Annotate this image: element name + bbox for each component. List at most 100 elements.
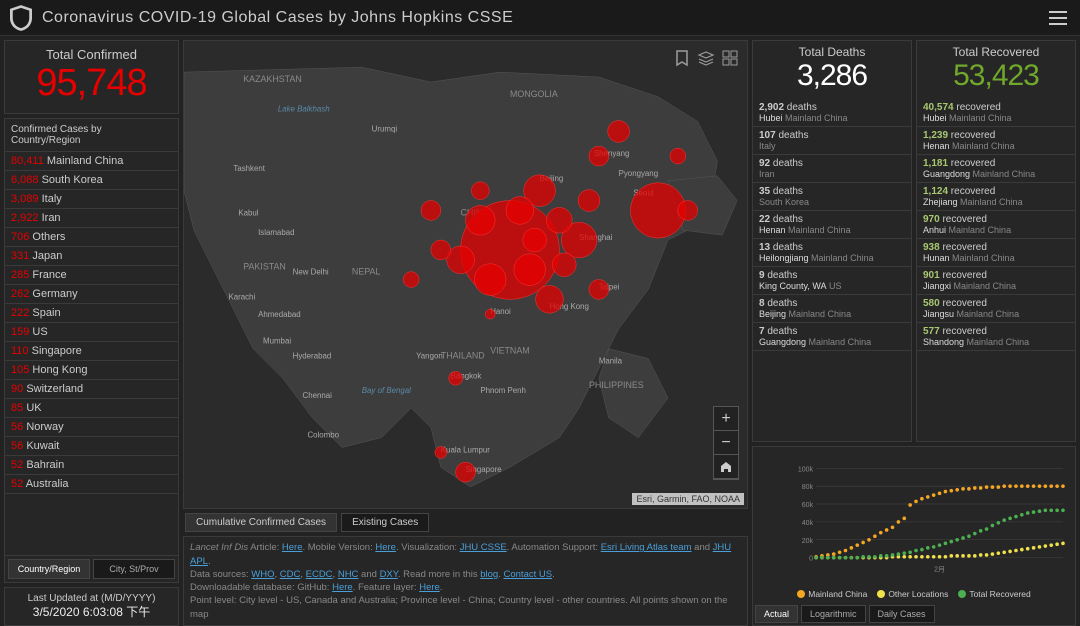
deaths-row[interactable]: 8 deathsBeijing Mainland China [753,295,911,323]
chart-tabs: Actual Logarithmic Daily Cases [753,603,1075,625]
svg-text:PHILIPPINES: PHILIPPINES [589,380,644,390]
svg-text:Ahmedabad: Ahmedabad [258,310,301,319]
svg-text:Yangon: Yangon [416,352,443,361]
recovered-row[interactable]: 970 recoveredAnhui Mainland China [917,211,1075,239]
link-jhu-csse[interactable]: JHU CSSE [460,542,507,553]
basemap-icon[interactable] [721,49,739,67]
last-updated-panel: Last Updated at (M/D/YYYY) 3/5/2020 6:03… [4,587,179,626]
svg-text:0: 0 [809,556,813,563]
total-confirmed-value: 95,748 [9,62,174,105]
chart-legend: Mainland China Other Locations Total Rec… [753,587,1075,603]
country-row[interactable]: 52 Bahrain [5,456,178,475]
country-row[interactable]: 285 France [5,266,178,285]
deaths-row[interactable]: 13 deathsHeilongjiang Mainland China [753,239,911,267]
country-row[interactable]: 159 US [5,323,178,342]
link-feature-layer[interactable]: Here [419,582,440,593]
recovered-row[interactable]: 1,239 recoveredHenan Mainland China [917,127,1075,155]
recovered-row[interactable]: 938 recoveredHunan Mainland China [917,239,1075,267]
svg-text:VIETNAM: VIETNAM [490,346,529,356]
tab-cumulative-cases[interactable]: Cumulative Confirmed Cases [185,513,337,532]
recovered-row[interactable]: 577 recoveredShandong Mainland China [917,323,1075,351]
map-attribution: Esri, Garmin, FAO, NOAA [632,493,744,505]
country-row[interactable]: 85 UK [5,399,178,418]
svg-text:Colombo: Colombo [307,431,339,440]
recovered-row[interactable]: 580 recoveredJiangsu Mainland China [917,295,1075,323]
link-mobile[interactable]: Here [375,542,396,553]
svg-text:Lake Balkhash: Lake Balkhash [278,105,330,114]
country-row[interactable]: 105 Hong Kong [5,361,178,380]
country-row[interactable]: 331 Japan [5,247,178,266]
right-sidebar: Total Deaths 3,286 2,902 deathsHubei Mai… [752,40,1076,626]
jhu-logo-icon [10,5,32,31]
menu-icon[interactable] [1046,6,1070,30]
map-panel[interactable]: KAZAKHSTANMONGOLIACHINAPAKISTANNEPALTHAI… [183,40,748,509]
link-contact[interactable]: Contact US [504,569,553,580]
svg-text:40k: 40k [802,520,814,527]
recovered-value: 53,423 [919,59,1073,93]
deaths-row[interactable]: 2,902 deathsHubei Mainland China [753,99,911,127]
link-cdc[interactable]: CDC [280,569,301,580]
map-tabs: Cumulative Confirmed Cases Existing Case… [183,513,748,532]
recovered-row[interactable]: 1,181 recoveredGuangdong Mainland China [917,155,1075,183]
country-row[interactable]: 110 Singapore [5,342,178,361]
deaths-value: 3,286 [755,59,909,93]
tab-actual[interactable]: Actual [755,605,798,623]
svg-text:Hyderabad: Hyderabad [293,352,332,361]
deaths-row[interactable]: 35 deaths South Korea [753,183,911,211]
country-row[interactable]: 3,089 Italy [5,190,178,209]
svg-text:New Delhi: New Delhi [293,268,329,277]
svg-text:Kabul: Kabul [238,208,258,217]
total-confirmed-panel: Total Confirmed 95,748 [4,40,179,114]
tab-country-region[interactable]: Country/Region [8,559,90,579]
country-row[interactable]: 2,922 Iran [5,209,178,228]
info-panel: Lancet Inf Dis Article: Here. Mobile Ver… [183,536,748,626]
zoom-out-button[interactable]: − [714,431,738,455]
tab-logarithmic[interactable]: Logarithmic [801,605,866,623]
country-row[interactable]: 90 Switzerland [5,380,178,399]
country-row[interactable]: 52 Australia [5,475,178,494]
deaths-row[interactable]: 7 deathsGuangdong Mainland China [753,323,911,351]
link-who[interactable]: WHO [251,569,274,580]
deaths-row[interactable]: 107 deaths Italy [753,127,911,155]
link-article[interactable]: Here [282,542,303,553]
svg-text:Manila: Manila [599,357,623,366]
link-nhc[interactable]: NHC [338,569,359,580]
link-dxy[interactable]: DXY [380,569,398,580]
zoom-in-button[interactable]: + [714,407,738,431]
svg-text:KAZAKHSTAN: KAZAKHSTAN [243,74,302,84]
layers-icon[interactable] [697,49,715,67]
link-github[interactable]: Here [332,582,353,593]
country-row[interactable]: 80,411 Mainland China [5,152,178,171]
country-row[interactable]: 706 Others [5,228,178,247]
recovered-label: Total Recovered [919,45,1073,59]
deaths-row[interactable]: 92 deaths Iran [753,155,911,183]
deaths-row[interactable]: 9 deathsKing County, WA US [753,267,911,295]
deaths-row[interactable]: 22 deathsHenan Mainland China [753,211,911,239]
center-column: KAZAKHSTANMONGOLIACHINAPAKISTANNEPALTHAI… [183,40,748,626]
link-esri[interactable]: Esri Living Atlas team [601,542,692,553]
app-header: Coronavirus COVID-19 Global Cases by Joh… [0,0,1080,36]
svg-text:Islamabad: Islamabad [258,228,294,237]
recovered-row[interactable]: 40,574 recoveredHubei Mainland China [917,99,1075,127]
link-blog[interactable]: blog [480,569,498,580]
svg-text:60k: 60k [802,502,814,509]
total-confirmed-label: Total Confirmed [9,47,174,62]
bookmark-icon[interactable] [673,49,691,67]
tab-city-prov[interactable]: City, St/Prov [93,559,175,579]
country-row[interactable]: 6,088 South Korea [5,171,178,190]
world-map[interactable]: KAZAKHSTANMONGOLIACHINAPAKISTANNEPALTHAI… [184,41,747,508]
country-row[interactable]: 262 Germany [5,285,178,304]
recovered-row[interactable]: 901 recoveredJiangxi Mainland China [917,267,1075,295]
country-row[interactable]: 56 Norway [5,418,178,437]
last-updated-label: Last Updated at (M/D/YYYY) [9,592,174,605]
tab-existing-cases[interactable]: Existing Cases [341,513,429,532]
recovered-row[interactable]: 1,124 recoveredZhejiang Mainland China [917,183,1075,211]
zoom-home-button[interactable] [714,455,738,479]
country-row[interactable]: 222 Spain [5,304,178,323]
country-row[interactable]: 56 Kuwait [5,437,178,456]
tab-daily-cases[interactable]: Daily Cases [869,605,935,623]
link-ecdc[interactable]: ECDC [306,569,333,580]
svg-text:Bay of Bengal: Bay of Bengal [362,386,411,395]
left-sidebar: Total Confirmed 95,748 Confirmed Cases b… [4,40,179,626]
svg-text:Urumqi: Urumqi [372,124,398,133]
